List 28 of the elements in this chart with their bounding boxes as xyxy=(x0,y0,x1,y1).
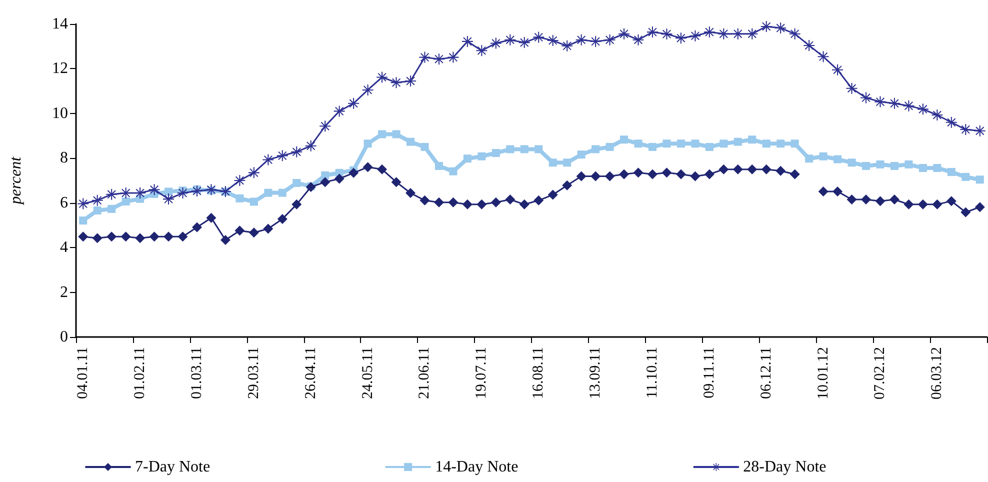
x-tick-label: 09.11.11 xyxy=(701,347,718,398)
y-tick-label: 2 xyxy=(60,284,68,301)
y-axis-title: percent xyxy=(8,156,24,206)
x-tick-label: 26.04.11 xyxy=(302,347,319,399)
x-tick-label: 10.01.12 xyxy=(815,347,832,400)
y-tick-label: 0 xyxy=(60,328,68,346)
y-tick-label: 4 xyxy=(60,239,68,256)
x-tick-label: 16.08.11 xyxy=(530,347,547,399)
x-tick-label: 04.01.11 xyxy=(75,347,92,399)
y-tick-label: 12 xyxy=(52,60,68,78)
x-tick-label: 06.12.11 xyxy=(758,347,774,399)
x-tick-label: 21.06.11 xyxy=(416,347,433,399)
x-tick-label: 06.03.12 xyxy=(929,347,946,400)
y-tick-label: 14 xyxy=(52,16,68,32)
x-tick-label: 19.07.11 xyxy=(474,347,490,399)
x-tick-label: 24.05.11 xyxy=(360,347,376,399)
legend-label: 14-Day Note xyxy=(435,458,518,476)
x-tick-label: 29.03.11 xyxy=(246,347,262,399)
x-tick-label: 11.10.11 xyxy=(644,347,660,398)
legend-label: 28-Day Note xyxy=(743,458,826,476)
x-tick-label: 07.02.12 xyxy=(872,347,888,400)
x-tick-label: 01.02.11 xyxy=(132,347,148,399)
y-tick-label: 6 xyxy=(60,194,68,212)
y-tick-label: 10 xyxy=(52,104,68,122)
x-tick-label: 13.09.11 xyxy=(588,347,604,399)
x-tick-label: 01.03.11 xyxy=(188,347,205,399)
y-tick-label: 8 xyxy=(60,150,68,167)
legend-label: 7-Day Note xyxy=(135,458,210,476)
